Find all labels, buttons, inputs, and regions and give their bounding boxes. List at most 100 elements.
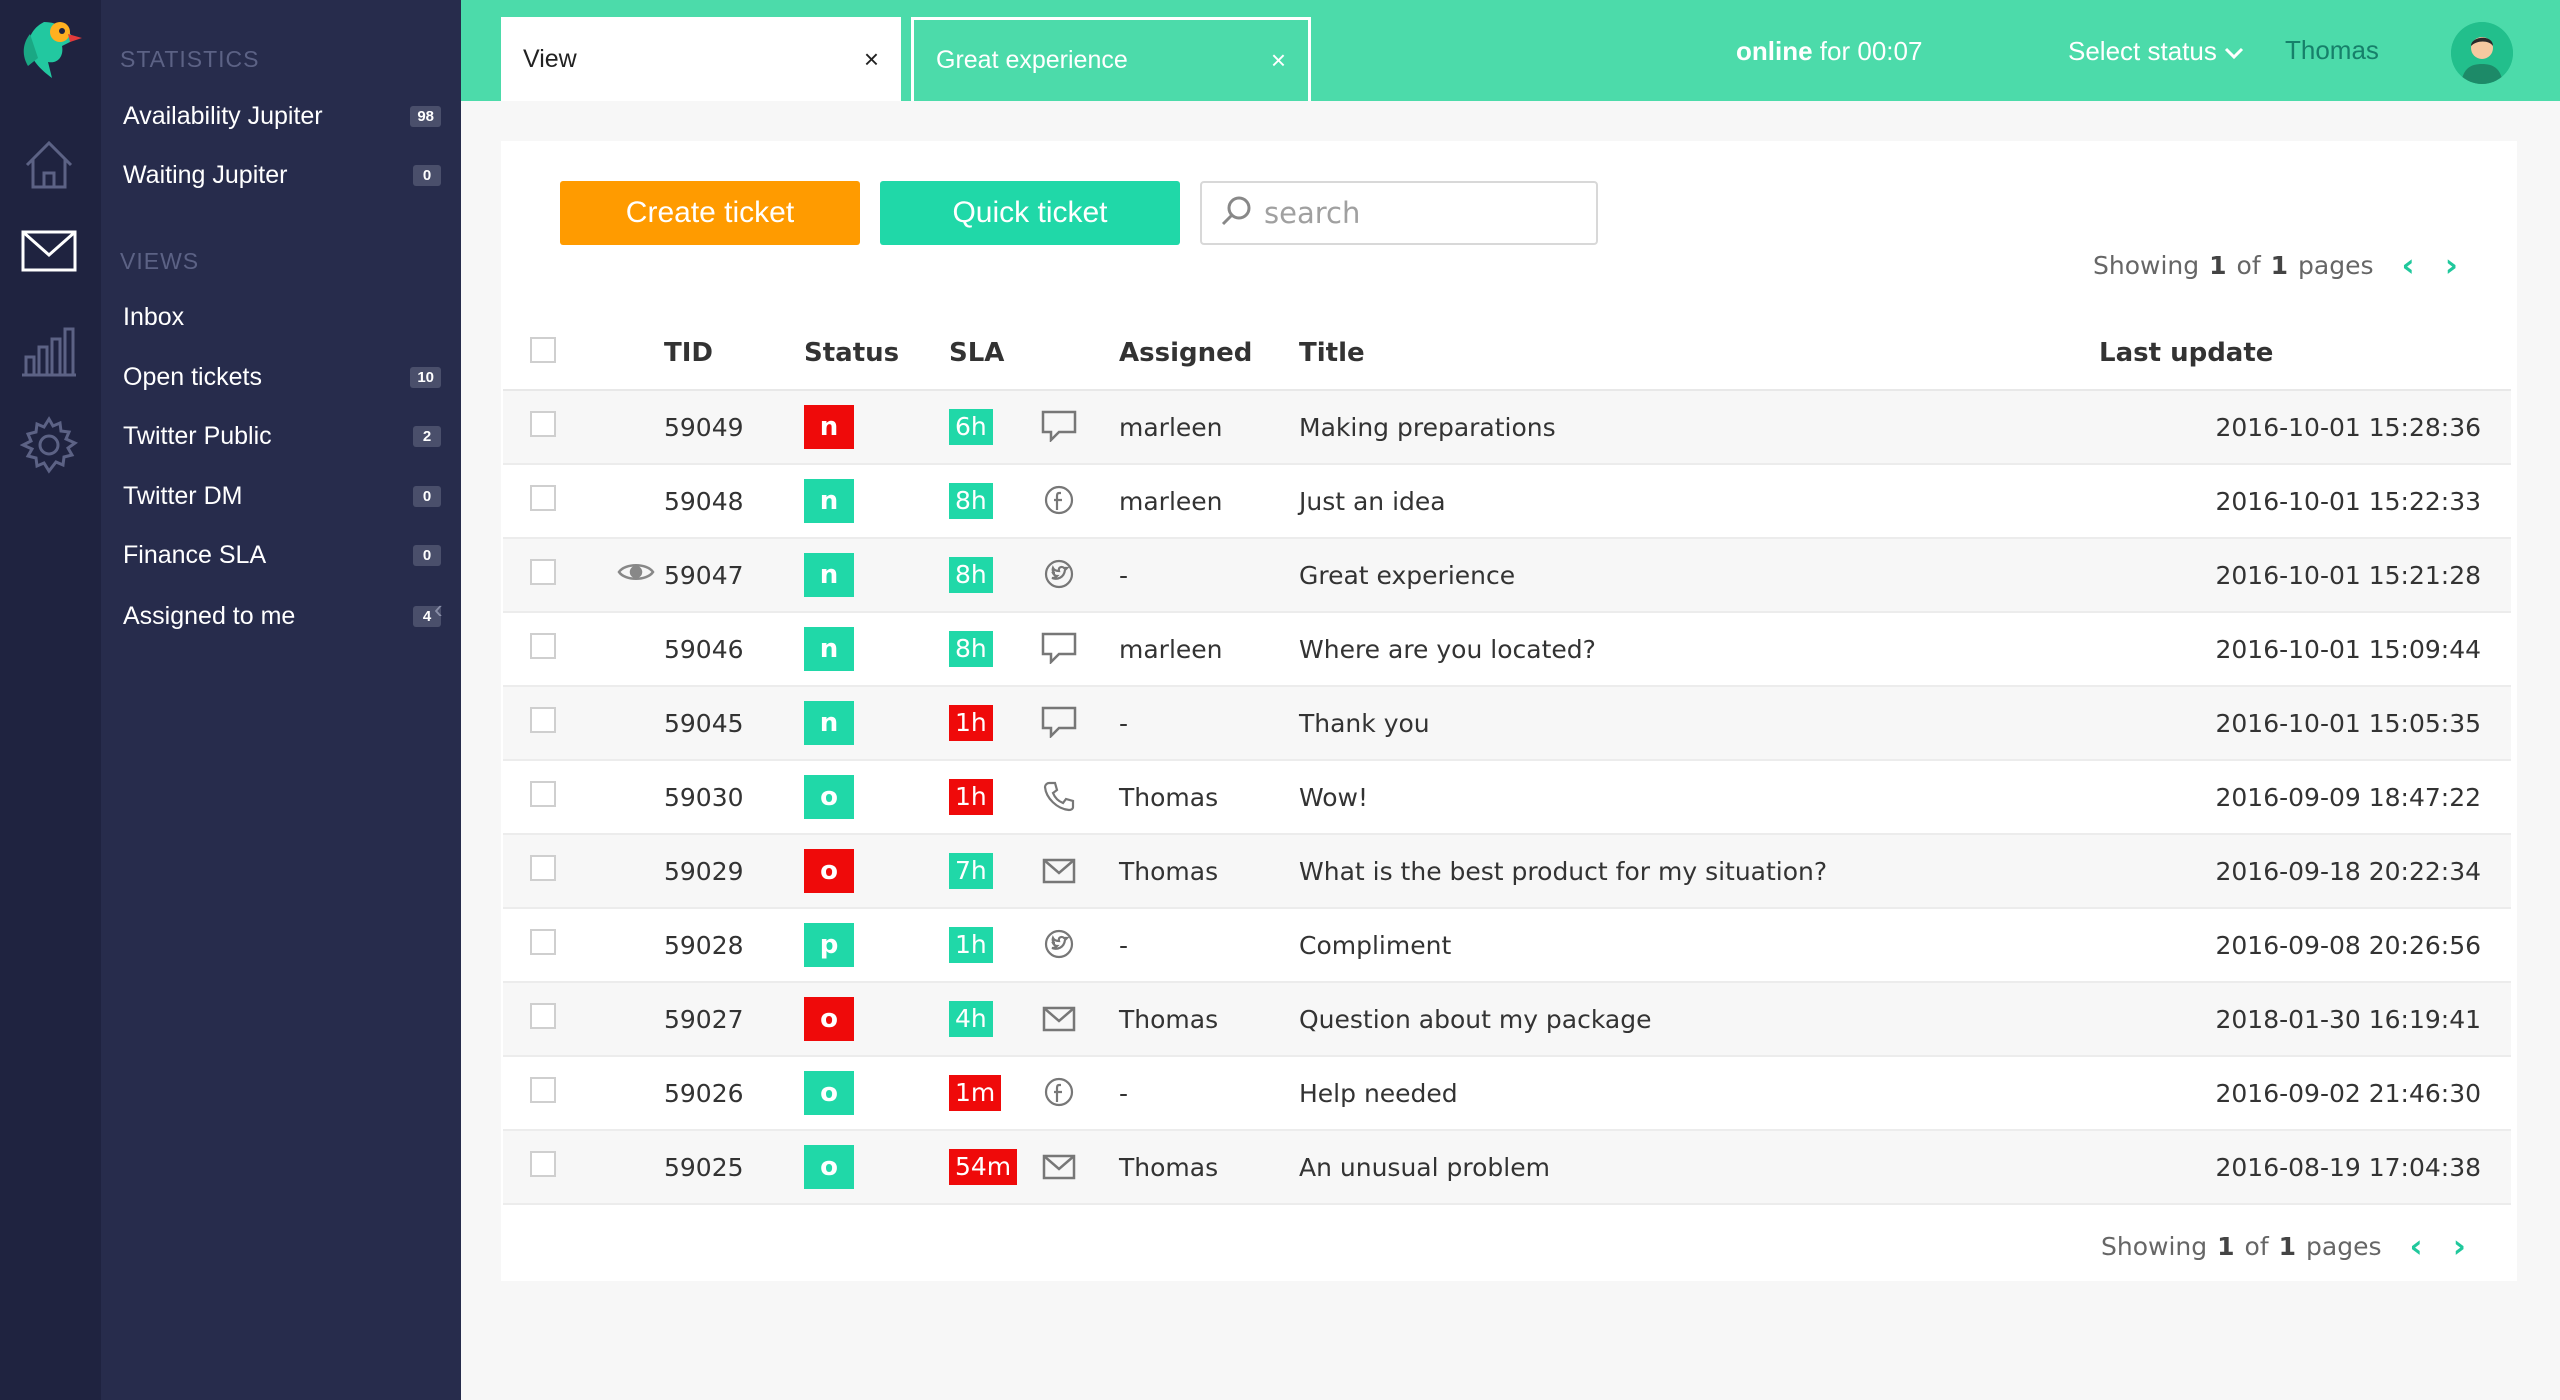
col-assigned[interactable]: Assigned <box>1118 317 1298 391</box>
sla-badge: 1h <box>949 705 993 741</box>
create-ticket-button[interactable]: Create ticket <box>560 181 860 245</box>
twitter-icon <box>1039 924 1079 964</box>
row-checkbox[interactable] <box>530 1077 556 1103</box>
ticket-id: 59045 <box>663 686 803 761</box>
col-status[interactable]: Status <box>803 317 948 391</box>
sidebar-item-twitter-dm[interactable]: Twitter DM 0 <box>123 476 441 516</box>
quick-ticket-button[interactable]: Quick ticket <box>880 181 1180 245</box>
row-checkbox[interactable] <box>530 1003 556 1029</box>
ticket-title[interactable]: An unusual problem <box>1298 1130 2098 1205</box>
assigned-agent: marleen <box>1118 612 1298 687</box>
assigned-agent: marleen <box>1118 390 1298 465</box>
row-checkbox[interactable] <box>530 559 556 585</box>
table-row[interactable]: 59030 o 1h Thomas Wow! 2016-09-09 18:47:22 <box>503 760 2511 835</box>
row-checkbox[interactable] <box>530 485 556 511</box>
ticket-id: 59027 <box>663 982 803 1057</box>
table-row[interactable]: 59025 o 54m Thomas An unusual problem 2016-08… <box>503 1130 2511 1205</box>
row-checkbox[interactable] <box>530 929 556 955</box>
sidebar-item-label: Inbox <box>123 302 185 331</box>
pager-showing: Showing <box>2093 250 2200 280</box>
table-row[interactable]: 59048 n 8h marleen Just an idea 2016-10-01 15… <box>503 464 2511 539</box>
select-status-dropdown[interactable]: Select status <box>2068 36 2244 67</box>
ticket-title[interactable]: Great experience <box>1298 538 2098 613</box>
ticket-title[interactable]: Making preparations <box>1298 390 2098 465</box>
chevron-left-icon[interactable]: ‹ <box>2401 246 2415 284</box>
chevron-right-icon[interactable]: › <box>2452 1227 2466 1265</box>
sidebar-item-availability-jupiter[interactable]: Availability Jupiter 98 <box>123 96 441 136</box>
assigned-agent: Thomas <box>1118 834 1298 909</box>
search-icon <box>1220 195 1252 231</box>
ticket-title[interactable]: Thank you <box>1298 686 2098 761</box>
col-title[interactable]: Title <box>1298 317 2098 391</box>
chevron-right-icon[interactable]: › <box>2444 246 2458 284</box>
table-row[interactable]: 59029 o 7h Thomas What is the best product f… <box>503 834 2511 909</box>
mail-icon <box>1039 851 1079 891</box>
close-icon[interactable]: × <box>1270 45 1286 75</box>
ticket-title[interactable]: Just an idea <box>1298 464 2098 539</box>
mail-icon <box>1039 999 1079 1039</box>
status-badge: n <box>804 479 854 523</box>
row-checkbox[interactable] <box>530 411 556 437</box>
row-checkbox[interactable] <box>530 633 556 659</box>
last-update: 2018-01-30 16:19:41 <box>2098 982 2511 1057</box>
select-all-checkbox[interactable] <box>530 336 556 363</box>
gear-icon[interactable] <box>16 412 82 478</box>
sidebar-item-twitter-public[interactable]: Twitter Public 2 <box>123 416 441 456</box>
tab-label: View <box>523 44 577 73</box>
sidebar-item-inbox[interactable]: Inbox <box>123 297 441 337</box>
assigned-agent: - <box>1118 1056 1298 1131</box>
count-badge: 10 <box>410 366 441 388</box>
last-update: 2016-10-01 15:09:44 <box>2098 612 2511 687</box>
ticket-title[interactable]: Question about my package <box>1298 982 2098 1057</box>
collapse-sidebar-icon[interactable]: ‹ <box>434 594 443 624</box>
status-badge: o <box>804 849 854 893</box>
search-box <box>1200 181 1598 245</box>
col-tid[interactable]: TID <box>663 317 803 391</box>
row-checkbox[interactable] <box>530 855 556 881</box>
user-name[interactable]: Thomas <box>2285 35 2379 65</box>
avatar[interactable] <box>2451 22 2513 84</box>
ticket-title[interactable]: Compliment <box>1298 908 2098 983</box>
row-checkbox[interactable] <box>530 781 556 807</box>
ticket-title[interactable]: What is the best product for my situatio… <box>1298 834 2098 909</box>
row-checkbox[interactable] <box>530 707 556 733</box>
table-row[interactable]: 59028 p 1h - Compliment 2016-09-08 20:26:56 <box>503 908 2511 983</box>
pager-current: 1 <box>2217 1231 2235 1261</box>
sidebar-item-assigned-to-me[interactable]: Assigned to me 4 <box>123 596 441 636</box>
sidebar-item-open-tickets[interactable]: Open tickets 10 <box>123 357 441 397</box>
col-last-update[interactable]: Last update <box>2098 317 2511 391</box>
status-badge: n <box>804 627 854 671</box>
row-checkbox[interactable] <box>530 1151 556 1177</box>
ticket-title[interactable]: Help needed <box>1298 1056 2098 1131</box>
sidebar-item-finance-sla[interactable]: Finance SLA 0 <box>123 535 441 575</box>
assigned-agent: Thomas <box>1118 760 1298 835</box>
search-input[interactable] <box>1262 195 1566 231</box>
ticket-title[interactable]: Where are you located? <box>1298 612 2098 687</box>
assigned-agent: marleen <box>1118 464 1298 539</box>
col-sla[interactable]: SLA <box>948 317 1038 391</box>
sla-badge: 8h <box>949 557 993 593</box>
ticket-title[interactable]: Wow! <box>1298 760 2098 835</box>
table-row[interactable]: 59049 n 6h marleen Making preparations 2016-1… <box>503 390 2511 465</box>
sidebar-item-label: Twitter Public <box>123 421 272 450</box>
close-icon[interactable]: × <box>863 43 879 74</box>
count-badge: 0 <box>413 544 441 566</box>
tab-view[interactable]: View × <box>501 17 901 101</box>
parrot-logo-icon[interactable] <box>14 14 86 86</box>
table-row[interactable]: 59027 o 4h Thomas Question about my package 2… <box>503 982 2511 1057</box>
table-row[interactable]: 59047 n 8h - Great experience 2016-10-01 15:2… <box>503 538 2511 613</box>
table-row[interactable]: 59026 o 1m - Help needed 2016-09-02 21:46:30 <box>503 1056 2511 1131</box>
table-row[interactable]: 59046 n 8h marleen Where are you located? 201… <box>503 612 2511 687</box>
bar-chart-icon[interactable] <box>16 318 82 384</box>
count-badge: 98 <box>410 105 441 127</box>
table-row[interactable]: 59045 n 1h - Thank you 2016-10-01 15:05:35 <box>503 686 2511 761</box>
sla-badge: 1h <box>949 927 993 963</box>
home-icon[interactable] <box>16 132 82 198</box>
tab-great-experience[interactable]: Great experience × <box>911 17 1311 101</box>
chevron-left-icon[interactable]: ‹ <box>2409 1227 2423 1265</box>
ticket-table: TID Status SLA Assigned Title Last updat… <box>503 317 2511 1205</box>
eye-icon <box>617 561 655 590</box>
mail-nav-icon[interactable] <box>16 218 82 284</box>
ticket-id: 59028 <box>663 908 803 983</box>
sidebar-item-waiting-jupiter[interactable]: Waiting Jupiter 0 <box>123 155 441 195</box>
